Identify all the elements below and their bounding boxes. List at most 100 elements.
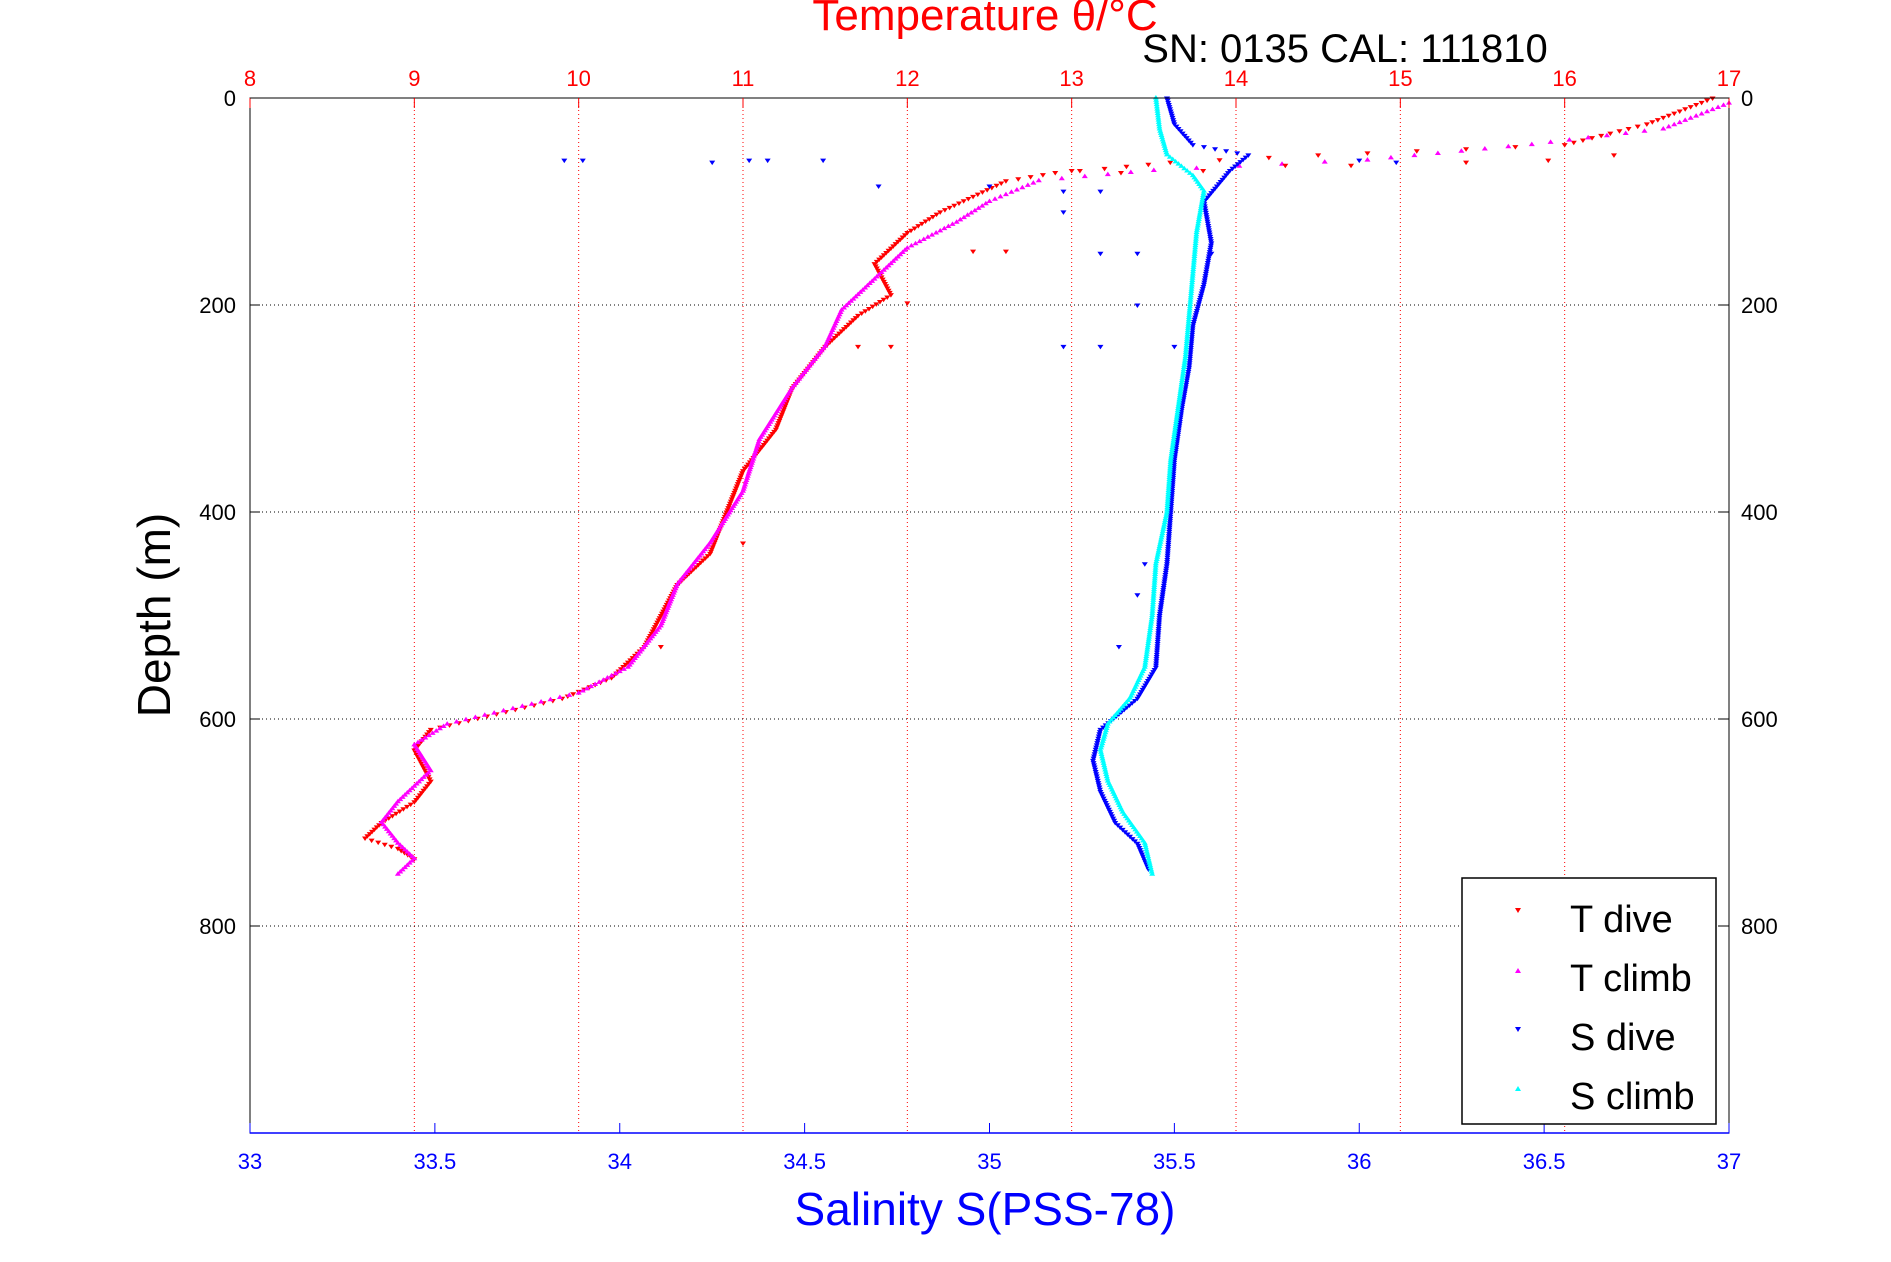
data-point-t-climb [414, 739, 421, 745]
data-point-s-climb [1185, 321, 1192, 326]
outlier-point-t-dive [904, 301, 911, 306]
data-point-s-climb [1199, 194, 1206, 200]
data-point-s-climb [1194, 223, 1201, 228]
data-point-s-climb [1149, 871, 1156, 876]
data-point-s-climb [1173, 418, 1180, 423]
data-point-s-climb [1157, 130, 1164, 135]
data-point-t-climb [1641, 128, 1648, 133]
outlier-point-s-dive [1060, 344, 1067, 350]
legend: T dive T climb S dive S climb [1461, 877, 1717, 1125]
data-point-s-climb [1165, 485, 1172, 490]
data-point-t-climb [401, 864, 408, 870]
data-point-s-climb [1166, 154, 1173, 159]
data-point-s-climb [1183, 342, 1190, 348]
data-point-t-climb [928, 232, 935, 237]
data-point-s-climb [1159, 528, 1166, 533]
data-point-t-climb [1193, 165, 1200, 170]
data-point-t-dive [388, 844, 395, 850]
data-point-t-dive [922, 219, 929, 225]
data-point-t-dive [918, 221, 925, 227]
series-t-climb [378, 100, 1732, 876]
data-point-s-climb [1164, 498, 1171, 503]
data-point-s-climb [1102, 769, 1109, 774]
data-point-t-climb [406, 851, 413, 856]
data-point-t-climb [587, 683, 594, 689]
data-point-t-climb [744, 473, 751, 478]
data-point-t-climb [1024, 182, 1031, 187]
data-point-s-dive [1129, 837, 1136, 842]
data-point-t-dive [1589, 136, 1596, 141]
data-point-s-climb [1181, 362, 1188, 367]
data-point-t-climb [743, 477, 750, 483]
outlier-point-s-dive [1097, 344, 1104, 350]
depth-tick-label: 600 [1741, 707, 1778, 732]
data-point-s-climb [1192, 238, 1199, 243]
outlier-point-t-dive [1545, 158, 1552, 164]
data-point-s-climb [1175, 403, 1182, 408]
series-s-climb [1097, 95, 1207, 876]
data-point-s-dive [1112, 821, 1119, 826]
data-point-t-dive [424, 784, 431, 789]
data-point-t-climb [472, 714, 479, 720]
data-point-t-climb [876, 271, 883, 277]
data-point-t-climb [742, 481, 749, 487]
data-point-s-climb [1166, 470, 1173, 475]
data-point-t-climb [866, 280, 873, 286]
salinity-tick-label: 35 [977, 1149, 1001, 1174]
data-point-s-climb [1143, 653, 1150, 658]
data-point-t-climb [575, 690, 582, 695]
data-point-t-climb [887, 260, 894, 266]
data-point-s-climb [1163, 149, 1170, 155]
data-point-t-climb [744, 475, 751, 480]
data-point-s-climb [1183, 345, 1190, 350]
data-point-t-dive [1002, 179, 1009, 184]
data-point-t-dive [427, 727, 434, 733]
data-point-t-dive [411, 800, 418, 805]
data-point-s-climb [1187, 292, 1194, 298]
data-point-s-climb [1176, 394, 1183, 400]
outlier-point-s-dive [1393, 160, 1400, 166]
data-point-t-dive [389, 814, 396, 819]
data-point-s-climb [1183, 347, 1190, 352]
legend-label-s-dive: S dive [1570, 1017, 1676, 1059]
data-point-s-climb [1143, 649, 1150, 654]
data-point-s-climb [1171, 431, 1178, 436]
data-point-s-climb [1143, 846, 1150, 852]
data-point-t-climb [547, 696, 554, 702]
legend-box [1461, 877, 1717, 1125]
data-point-s-climb [1180, 364, 1187, 370]
data-point-s-climb [1182, 349, 1189, 354]
data-point-s-climb [1175, 405, 1182, 410]
data-point-s-climb [1184, 331, 1191, 337]
data-point-t-climb [971, 207, 978, 213]
data-point-t-dive [1463, 147, 1470, 152]
data-point-s-climb [1154, 106, 1161, 111]
data-point-s-climb [1200, 192, 1207, 198]
data-point-t-dive [1512, 145, 1519, 150]
data-point-s-climb [1186, 303, 1193, 309]
data-point-t-dive [1693, 102, 1700, 108]
data-point-s-climb [1189, 277, 1196, 282]
data-point-t-dive [422, 786, 429, 791]
data-point-t-dive [1579, 138, 1586, 143]
data-point-t-climb [1035, 177, 1042, 183]
data-point-t-dive [1704, 98, 1711, 104]
data-point-s-climb [1151, 580, 1158, 585]
data-point-s-climb [1195, 220, 1202, 226]
data-point-s-climb [1163, 513, 1170, 518]
outlier-point-s-dive [820, 158, 827, 164]
data-point-s-climb [1175, 401, 1182, 406]
data-point-s-climb [1141, 840, 1148, 845]
data-point-s-climb [1144, 851, 1151, 856]
data-point-s-climb [1160, 141, 1167, 146]
data-point-s-climb [1146, 634, 1153, 639]
data-point-s-climb [1158, 534, 1165, 540]
data-point-s-climb [1163, 509, 1170, 514]
data-point-s-climb [1164, 504, 1171, 510]
data-point-s-climb [1160, 526, 1167, 531]
data-point-t-climb [979, 203, 986, 208]
data-point-s-climb [1101, 762, 1108, 768]
data-point-t-climb [519, 703, 526, 708]
data-point-t-dive [394, 846, 401, 852]
data-point-s-climb [1098, 742, 1105, 748]
